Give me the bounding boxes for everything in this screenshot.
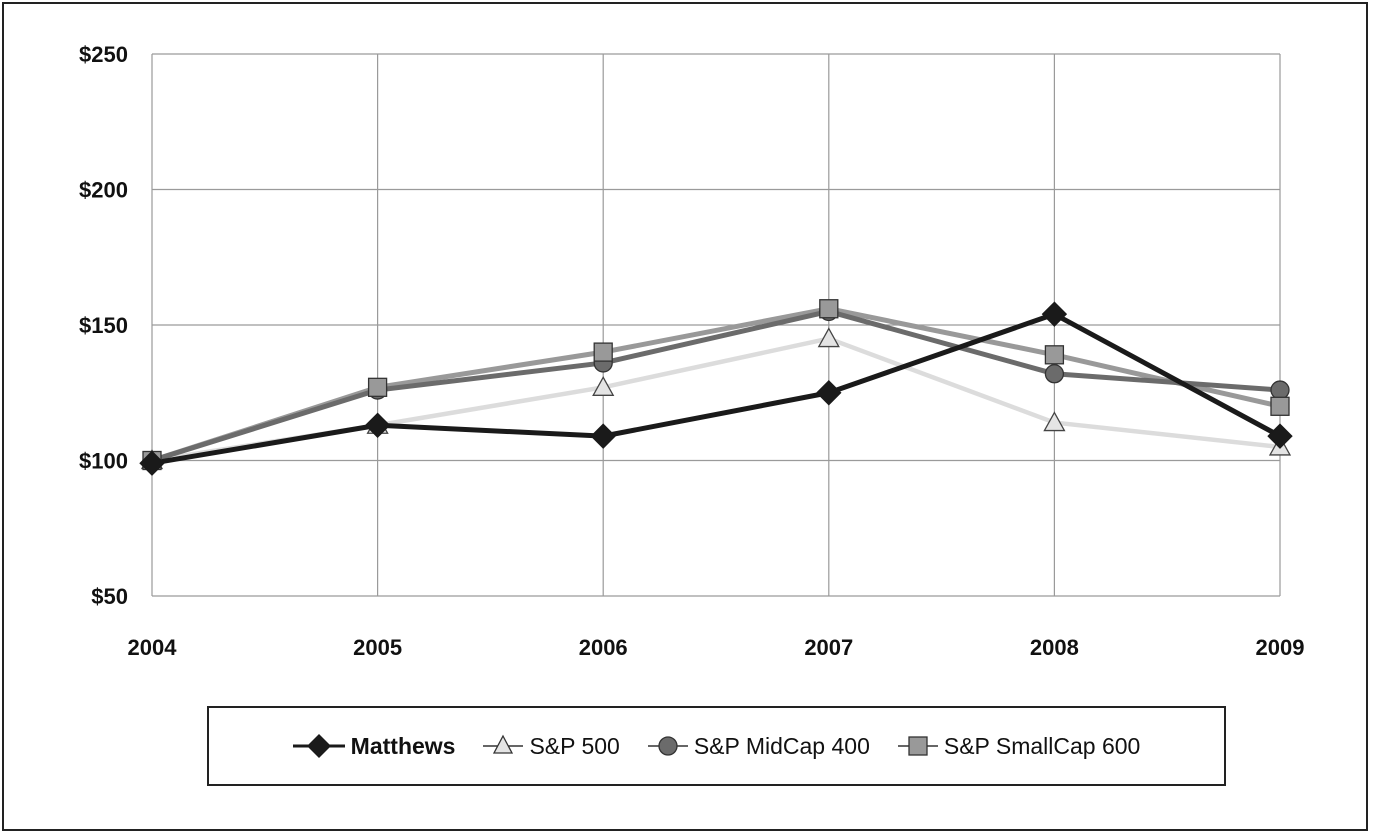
x-tick-label: 2009 — [1256, 635, 1305, 660]
x-tick-label: 2004 — [128, 635, 178, 660]
series-line — [151, 306, 1281, 463]
data-point-triangle — [1043, 411, 1066, 432]
data-point-circle — [1044, 364, 1065, 384]
data-point-diamond — [1267, 423, 1293, 449]
legend-label-sp-smallcap-600: S&P SmallCap 600 — [943, 732, 1141, 759]
y-tick-label: $100 — [79, 449, 128, 474]
legend-item-matthews: Matthews — [292, 731, 456, 761]
series-line — [151, 308, 1281, 463]
legend-label-sp-midcap-400: S&P MidCap 400 — [693, 732, 870, 759]
data-point-diamond — [139, 450, 165, 476]
triangle-marker-icon — [483, 734, 524, 754]
data-point-square — [593, 342, 613, 362]
y-axis-tick-labels: $50 $100 $150 $200 $250 — [79, 42, 128, 609]
series-line — [151, 336, 1281, 463]
x-tick-label: 2008 — [1030, 635, 1079, 660]
data-point-square — [1044, 345, 1065, 365]
data-point-diamond — [364, 412, 391, 438]
diamond-marker-icon — [292, 734, 345, 758]
data-point-triangle — [817, 327, 840, 348]
x-axis-tick-labels: 2004 2005 2006 2007 2008 2009 — [128, 635, 1305, 660]
y-tick-label: $150 — [79, 313, 128, 338]
square-marker-icon — [897, 736, 938, 756]
circle-marker-icon — [647, 736, 688, 756]
legend-label-matthews: Matthews — [350, 732, 456, 759]
y-tick-label: $200 — [79, 178, 128, 203]
series-lines — [151, 306, 1282, 466]
data-point-circle — [1270, 380, 1290, 400]
x-tick-label: 2007 — [804, 635, 853, 660]
legend: Matthews S&P 500 S&P MidCap 400 S&P Smal… — [207, 706, 1226, 786]
legend-item-sp-smallcap-600: S&P SmallCap 600 — [897, 731, 1141, 761]
data-point-square — [1270, 396, 1290, 416]
legend-label-sp500: S&P 500 — [529, 732, 620, 759]
legend-item-sp-midcap-400: S&P MidCap 400 — [647, 731, 870, 761]
x-tick-label: 2005 — [353, 635, 402, 660]
data-point-diamond — [590, 423, 616, 449]
grid-lines — [151, 53, 1281, 597]
series-line — [151, 311, 1282, 466]
series-markers — [139, 299, 1293, 476]
y-tick-label: $250 — [79, 42, 128, 67]
data-point-square — [819, 299, 839, 319]
data-point-triangle — [592, 375, 615, 396]
data-point-diamond — [1041, 301, 1068, 327]
y-tick-label: $50 — [91, 584, 128, 609]
legend-item-sp500: S&P 500 — [483, 731, 620, 761]
data-point-square — [367, 377, 388, 397]
x-tick-label: 2006 — [579, 635, 628, 660]
data-point-diamond — [816, 380, 842, 406]
